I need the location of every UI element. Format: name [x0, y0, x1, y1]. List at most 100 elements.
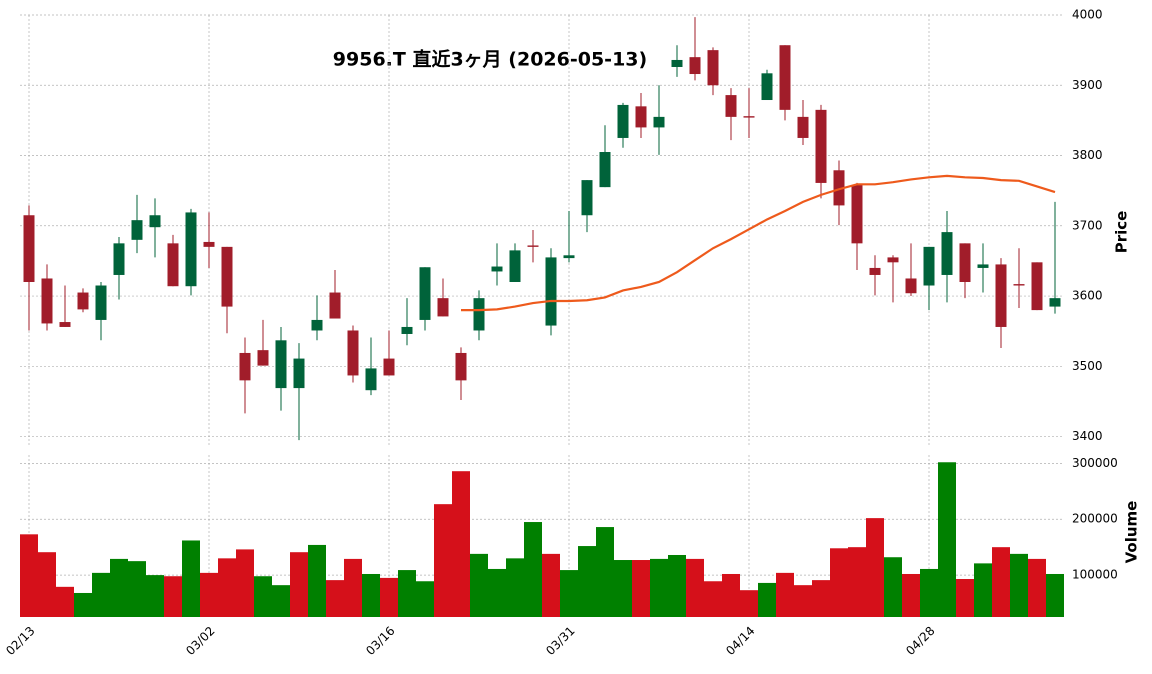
candle-body	[653, 116, 665, 128]
y-tick-label: 3500	[1072, 359, 1103, 373]
volume-bar	[794, 585, 812, 617]
candle-body	[167, 243, 179, 287]
candle-body	[743, 116, 755, 118]
y-axis-label: Volume	[1123, 501, 1141, 564]
volume-bar	[686, 558, 704, 617]
candle-body	[527, 245, 539, 247]
x-tick-label: 03/16	[363, 624, 397, 658]
volume-bar	[128, 561, 146, 617]
volume-bar	[704, 581, 722, 617]
volume-bar	[200, 572, 218, 617]
volume-bar	[434, 504, 452, 617]
candle-body	[203, 241, 215, 247]
candle-body	[689, 57, 701, 75]
volume-bar	[920, 568, 938, 617]
candle-body	[815, 109, 827, 183]
candle-body	[797, 116, 809, 138]
candle-body	[77, 292, 89, 310]
y-tick-label: 3400	[1072, 429, 1103, 443]
candle-body	[23, 215, 35, 282]
volume-bar	[110, 558, 128, 617]
candle-body	[599, 152, 611, 188]
volume-bar	[866, 518, 884, 617]
candle-body	[221, 246, 233, 307]
candle-body	[977, 264, 989, 268]
candle-body	[437, 298, 449, 317]
candle-body	[347, 330, 359, 376]
x-tick-label: 02/13	[3, 624, 37, 658]
volume-bar	[452, 471, 470, 617]
volume-bar	[56, 586, 74, 617]
x-tick-label: 03/02	[183, 624, 217, 658]
volume-bar	[974, 563, 992, 617]
chart-title: 9956.T 直近3ヶ月 (2026-05-13)	[333, 48, 647, 71]
candle-body	[419, 267, 431, 320]
volume-bar	[668, 554, 686, 617]
candle-body	[59, 322, 71, 327]
y-tick-label: 4000	[1072, 8, 1103, 22]
candle-body	[635, 106, 647, 128]
volume-bar	[488, 568, 506, 617]
candle-body	[671, 59, 683, 67]
volume-bar	[992, 547, 1010, 617]
volume-bar	[1046, 573, 1064, 617]
volume-bar	[146, 575, 164, 617]
candle-body	[779, 45, 791, 110]
volume-bar	[218, 558, 236, 617]
candle-body	[311, 319, 323, 331]
volume-bar	[164, 576, 182, 617]
volume-bar	[614, 560, 632, 617]
y-tick-label: 100000	[1072, 568, 1118, 582]
candle-body	[239, 352, 251, 381]
x-tick-label: 04/14	[723, 624, 757, 658]
volume-bar	[596, 527, 614, 617]
candle-body	[149, 215, 161, 228]
volume-bar	[398, 570, 416, 617]
candle-body	[905, 278, 917, 294]
volume-bar	[722, 573, 740, 617]
y-tick-label: 3600	[1072, 289, 1103, 303]
volume-bar	[542, 553, 560, 617]
candle-body	[185, 212, 197, 287]
candle-body	[923, 246, 935, 286]
candle-body	[113, 243, 125, 275]
candle-body	[1049, 298, 1061, 307]
candle-body	[95, 285, 107, 320]
volume-bar	[182, 540, 200, 617]
candle-body	[581, 180, 593, 216]
candle-body	[473, 298, 485, 331]
candle-body	[851, 185, 863, 244]
candle-body	[617, 104, 629, 138]
volume-bar	[362, 573, 380, 617]
candle-body	[941, 232, 953, 275]
candle-body	[707, 50, 719, 86]
volume-bar	[1028, 558, 1046, 617]
moving-average-line	[461, 174, 1056, 312]
candle-body	[563, 255, 575, 259]
candle-body	[995, 264, 1007, 327]
volume-bar	[506, 558, 524, 617]
candle-body	[41, 278, 53, 324]
volume-bar	[92, 572, 110, 617]
candle-body	[329, 292, 341, 319]
candle-body	[365, 368, 377, 391]
volume-bar	[632, 560, 650, 617]
volume-bar	[524, 522, 542, 617]
volume-bar	[344, 558, 362, 617]
volume-bar	[938, 462, 956, 617]
x-tick-label: 04/28	[903, 624, 937, 658]
candle-body	[959, 243, 971, 282]
y-axis-label: Price	[1113, 211, 1131, 254]
candle-body	[275, 340, 287, 389]
volume-bar	[560, 570, 578, 617]
volume-bar	[326, 580, 344, 617]
candle-body	[887, 257, 899, 263]
volume-bar	[902, 573, 920, 617]
volume-bar	[74, 592, 92, 617]
volume-bar	[380, 577, 398, 617]
x-tick-label: 03/31	[543, 624, 577, 658]
volume-bar	[308, 544, 326, 617]
candle-body	[725, 95, 737, 117]
